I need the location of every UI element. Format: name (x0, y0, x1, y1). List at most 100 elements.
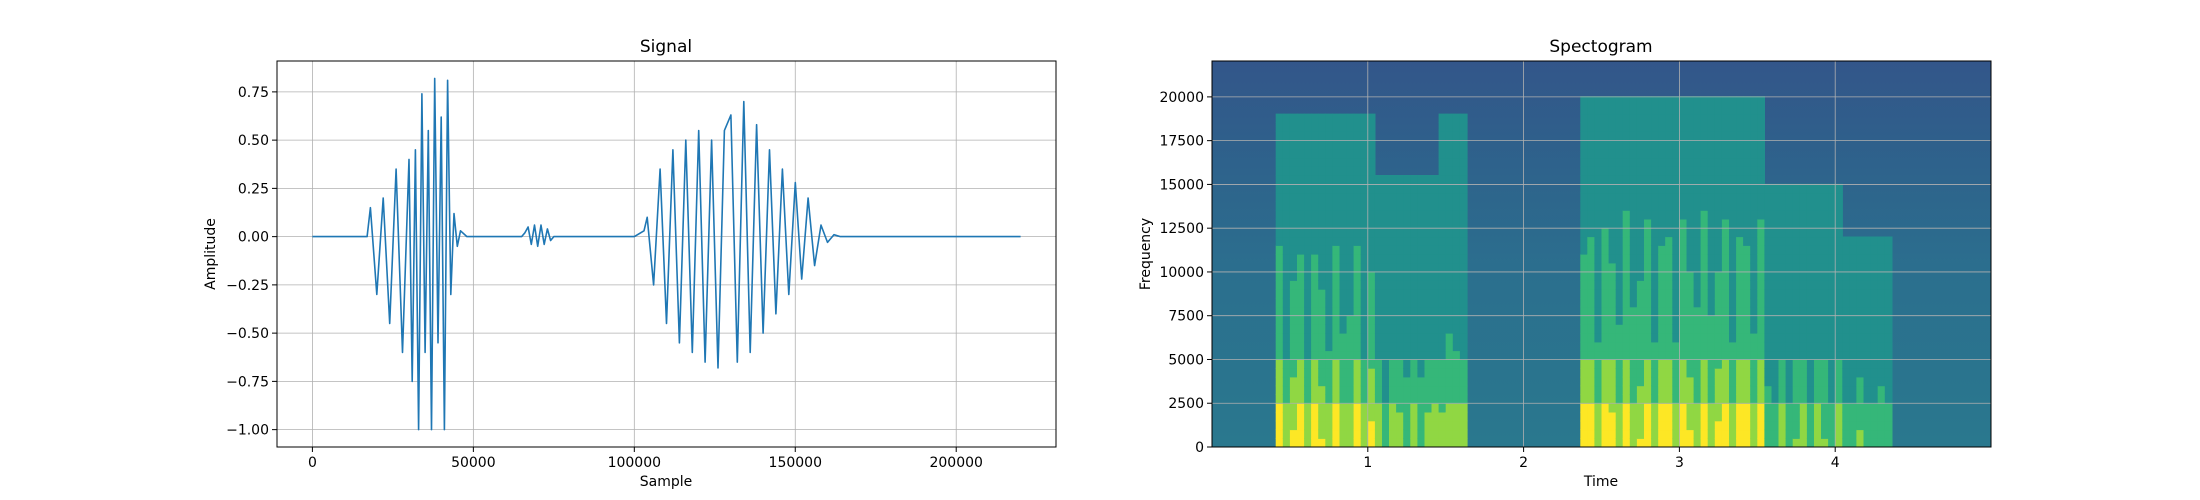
spectrogram-cell (1396, 429, 1404, 439)
spectrogram-cell (1360, 148, 1369, 159)
spectrogram-cell (1686, 315, 1695, 325)
spectrogram-cell (1615, 113, 1624, 123)
spectrogram-cell (1799, 297, 1808, 308)
spectrogram-cell (1438, 315, 1447, 325)
spectrogram-cell (1757, 438, 1765, 447)
spectrogram-cell (1403, 394, 1411, 404)
spectrogram-cell (1424, 350, 1433, 360)
spectrogram-cell (1452, 131, 1461, 141)
spectrogram-cell (1297, 175, 1305, 185)
spectrogram-cell (1608, 175, 1617, 185)
spectrogram-cell (1289, 113, 1298, 123)
spectrogram-cell (1658, 350, 1666, 360)
spectrogram-cell (1700, 236, 1709, 246)
spectrogram-cell (1587, 245, 1595, 255)
spectrogram-cell (1325, 201, 1333, 211)
spectrogram-cell (1339, 183, 1348, 194)
spectrogram-cell (1289, 157, 1298, 167)
spectrogram-cell (1346, 394, 1355, 404)
spectrogram-cell (1594, 122, 1603, 132)
spectrogram-cell (1459, 254, 1468, 264)
spectrogram-cell (1382, 262, 1390, 273)
spectrogram-cell (1629, 148, 1638, 159)
spectrogram-cell (1679, 166, 1688, 176)
spectrogram-cell (1651, 227, 1659, 238)
spectrogram-cell (1679, 271, 1688, 281)
spectrogram-cell (1282, 157, 1291, 167)
spectrogram-cell (1410, 368, 1418, 378)
spectrogram-cell (1601, 166, 1610, 176)
spectrogram-cell (1870, 420, 1879, 431)
spectrogram-cell (1821, 289, 1829, 299)
spectrogram-cell (1282, 438, 1291, 447)
spectrogram-cell (1311, 166, 1319, 176)
spectrogram-cell (1821, 262, 1829, 273)
spectrogram-cell (1729, 210, 1737, 220)
spectrogram-cell (1750, 201, 1758, 211)
spectrogram-cell (1636, 280, 1645, 290)
spectrogram-cell (1275, 403, 1284, 413)
spectrogram-cell (1452, 236, 1461, 246)
spectrogram-cell (1658, 210, 1666, 220)
spectrogram-cell (1778, 368, 1787, 378)
spectrogram-cell (1729, 368, 1737, 378)
spectrogram-cell (1367, 183, 1376, 194)
spectrogram-cell (1594, 131, 1603, 141)
spectrogram-cell (1877, 429, 1886, 439)
spectrogram-cell (1636, 376, 1645, 387)
spectrogram-cell (1785, 218, 1794, 229)
spectrogram-cell (1849, 289, 1858, 299)
spectrogram-cell (1884, 420, 1893, 431)
spectrogram-cell (1736, 183, 1744, 194)
spectrogram-cell (1636, 201, 1645, 211)
spectrogram-cell (1601, 131, 1610, 141)
spectrogram-cell (1417, 289, 1426, 299)
spectrogram-cell (1729, 306, 1737, 316)
spectrogram-cell (1445, 403, 1454, 413)
spectrogram-cell (1304, 236, 1312, 246)
spectrogram-cell (1679, 420, 1688, 431)
spectrogram-cell (1658, 271, 1666, 281)
spectrogram-cell (1877, 376, 1886, 387)
spectrogram-cell (1849, 324, 1858, 334)
spectrogram-cell (1778, 341, 1787, 352)
spectrogram-cell (1282, 429, 1291, 439)
spectrogram-cell (1729, 333, 1737, 343)
spectrogram-cell (1736, 271, 1744, 281)
spectrogram-cell (1396, 175, 1404, 185)
spectrogram-cell (1374, 403, 1383, 413)
spectrogram-cell (1828, 324, 1836, 334)
spectrogram-cell (1778, 359, 1787, 369)
spectrogram-cell (1806, 245, 1815, 255)
spectrogram-cell (1714, 271, 1723, 281)
spectrogram-cell (1729, 166, 1737, 176)
spectrogram-cell (1644, 420, 1652, 431)
spectrogram-cell (1382, 271, 1390, 281)
spectrogram-cell (1658, 122, 1666, 132)
spectrogram-cell (1877, 245, 1886, 255)
spectrogram-cell (1658, 192, 1666, 202)
spectrogram-cell (1644, 429, 1652, 439)
spectrogram-cell (1799, 183, 1808, 194)
spectrogram-cell (1608, 148, 1617, 159)
spectrogram-cell (1594, 140, 1603, 150)
spectrogram-cell (1707, 420, 1716, 431)
spectrogram-cell (1410, 201, 1418, 211)
spectrogram-cell (1601, 210, 1610, 220)
spectrogram-cell (1367, 157, 1376, 167)
spectrogram-cell (1714, 315, 1723, 325)
spectrogram-cell (1651, 306, 1659, 316)
spectrogram-cell (1282, 210, 1291, 220)
spectrogram-cell (1410, 411, 1418, 422)
spectrogram-cell (1318, 411, 1326, 422)
spectrogram-cell (1849, 236, 1858, 246)
spectrogram-cell (1318, 227, 1326, 238)
spectrogram-cell (1877, 350, 1886, 360)
spectrogram-cell (1332, 297, 1341, 308)
spectrogram-cell (1785, 315, 1794, 325)
spectrogram-cell (1629, 218, 1638, 229)
spectrogram-cell (1311, 315, 1319, 325)
spectrogram-cell (1743, 289, 1751, 299)
spectrogram-cell (1743, 104, 1751, 115)
spectrogram-cell (1396, 210, 1404, 220)
